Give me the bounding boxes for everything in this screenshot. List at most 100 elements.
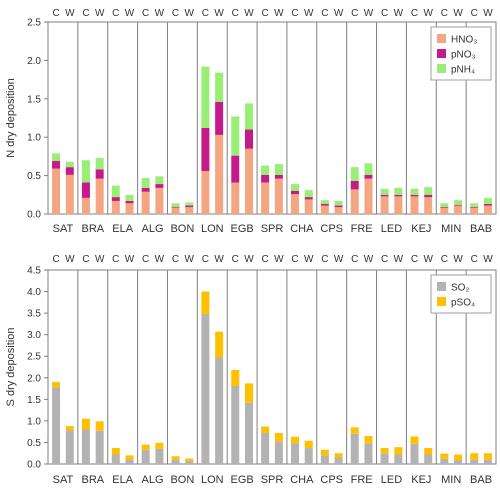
season-label: W xyxy=(423,8,433,19)
site-label-bon: BON xyxy=(170,474,194,486)
bar-pnh4-min-c xyxy=(440,203,449,208)
bar-pso4-fre-c xyxy=(350,427,359,434)
bar-pnh4-bra-w xyxy=(95,157,104,170)
season-label: W xyxy=(244,8,254,19)
bar-pnh4-bon-w xyxy=(185,202,194,206)
legend: SO₂ pSO₄ xyxy=(430,274,492,314)
bar-hno3-sat-c xyxy=(52,168,61,214)
season-label: C xyxy=(172,8,179,19)
bar-hno3-fre-c xyxy=(350,189,359,214)
bar-so2-spr-c xyxy=(261,432,270,464)
bar-pnh4-ela-c xyxy=(111,185,120,198)
bar-hno3-min-c xyxy=(440,207,449,214)
bar-pno3-bra-c xyxy=(81,182,90,198)
bar-hno3-bon-w xyxy=(185,207,194,214)
bar-pnh4-cps-c xyxy=(320,200,329,205)
season-label: C xyxy=(291,8,298,19)
y-tick-label: 0.0 xyxy=(27,210,41,221)
bar-pnh4-spr-w xyxy=(274,164,283,175)
bar-pso4-cha-w xyxy=(304,440,313,449)
season-label: C xyxy=(321,8,328,19)
bar-pnh4-fre-w xyxy=(364,163,373,175)
season-label: C xyxy=(172,254,179,265)
season-label: W xyxy=(304,254,314,265)
season-label: W xyxy=(65,254,75,265)
bar-hno3-sat-w xyxy=(65,174,74,214)
season-label: W xyxy=(125,8,135,19)
season-label: C xyxy=(232,8,239,19)
bar-so2-min-w xyxy=(454,460,463,464)
season-label: C xyxy=(112,254,119,265)
season-label: W xyxy=(483,8,493,19)
bar-so2-bra-w xyxy=(95,430,104,464)
legend-box xyxy=(430,274,492,314)
site-label-kej: KEJ xyxy=(411,223,431,235)
season-label: W xyxy=(274,254,284,265)
bar-pso4-bon-c xyxy=(171,456,180,460)
bar-pnh4-ela-w xyxy=(125,194,134,201)
site-label-lon: LON xyxy=(201,223,224,235)
site-label-ela: ELA xyxy=(112,474,133,486)
bar-pno3-bra-w xyxy=(95,169,104,179)
site-label-egb: EGB xyxy=(231,474,254,486)
y-tick-label: 0.0 xyxy=(27,460,41,471)
bar-pno3-cps-c xyxy=(320,204,329,206)
bar-pnh4-cps-w xyxy=(334,200,343,206)
plot-frame xyxy=(47,269,497,465)
legend-swatch-hno3 xyxy=(437,34,446,43)
bar-pnh4-bra-c xyxy=(81,160,90,183)
bar-hno3-bon-c xyxy=(171,207,180,214)
site-label-ela: ELA xyxy=(112,223,133,235)
y-tick-label: 1.5 xyxy=(27,94,41,105)
bar-pso4-kej-w xyxy=(424,448,433,455)
bar-so2-alg-c xyxy=(141,449,150,464)
site-label-min: MIN xyxy=(441,474,461,486)
y-tick-label: 0.5 xyxy=(27,438,41,449)
site-label-lon: LON xyxy=(201,474,224,486)
bar-pso4-led-w xyxy=(394,447,403,455)
bar-so2-lon-w xyxy=(215,357,224,464)
season-label: W xyxy=(394,254,404,265)
bar-pnh4-bab-w xyxy=(483,197,492,205)
bar-pno3-led-c xyxy=(380,194,389,197)
bar-hno3-bra-c xyxy=(81,197,90,214)
site-label-fre: FRE xyxy=(351,474,373,486)
season-label: W xyxy=(185,8,195,19)
season-label: C xyxy=(82,8,89,19)
legend-swatch-pno3 xyxy=(437,49,446,58)
site-label-bab: BAB xyxy=(470,223,492,235)
bar-so2-bon-c xyxy=(171,459,180,464)
site-label-sat: SAT xyxy=(53,223,74,235)
legend-swatch-pso4 xyxy=(437,297,446,306)
y-tick-label: 2.0 xyxy=(27,56,41,67)
legend-swatch-so2 xyxy=(437,282,446,291)
bar-so2-bra-c xyxy=(81,429,90,464)
site-label-cha: CHA xyxy=(290,223,314,235)
bar-hno3-egb-c xyxy=(231,182,240,214)
y-tick-label: 4.0 xyxy=(27,287,41,298)
bar-hno3-kej-w xyxy=(424,197,433,214)
legend-label-pno3: pNO₃ xyxy=(451,50,476,61)
season-label: W xyxy=(155,254,165,265)
bar-pno3-ela-w xyxy=(125,200,134,204)
bar-so2-fre-w xyxy=(364,443,373,464)
bar-pso4-bab-w xyxy=(483,453,492,460)
season-label: W xyxy=(214,254,224,265)
season-label: C xyxy=(291,254,298,265)
season-label: C xyxy=(52,8,59,19)
site-label-bra: BRA xyxy=(81,223,104,235)
bar-pno3-alg-c xyxy=(141,187,150,192)
bar-pso4-sat-w xyxy=(65,426,74,431)
season-label: C xyxy=(82,254,89,265)
bar-so2-sat-c xyxy=(52,387,61,464)
season-label: C xyxy=(471,254,478,265)
bar-pno3-sat-c xyxy=(52,161,61,169)
season-label: W xyxy=(95,254,105,265)
bar-pnh4-lon-c xyxy=(201,66,210,128)
bar-pno3-cha-c xyxy=(290,190,299,195)
bar-pno3-lon-w xyxy=(215,101,224,135)
site-label-kej: KEJ xyxy=(411,474,431,486)
bar-pno3-lon-c xyxy=(201,127,210,171)
